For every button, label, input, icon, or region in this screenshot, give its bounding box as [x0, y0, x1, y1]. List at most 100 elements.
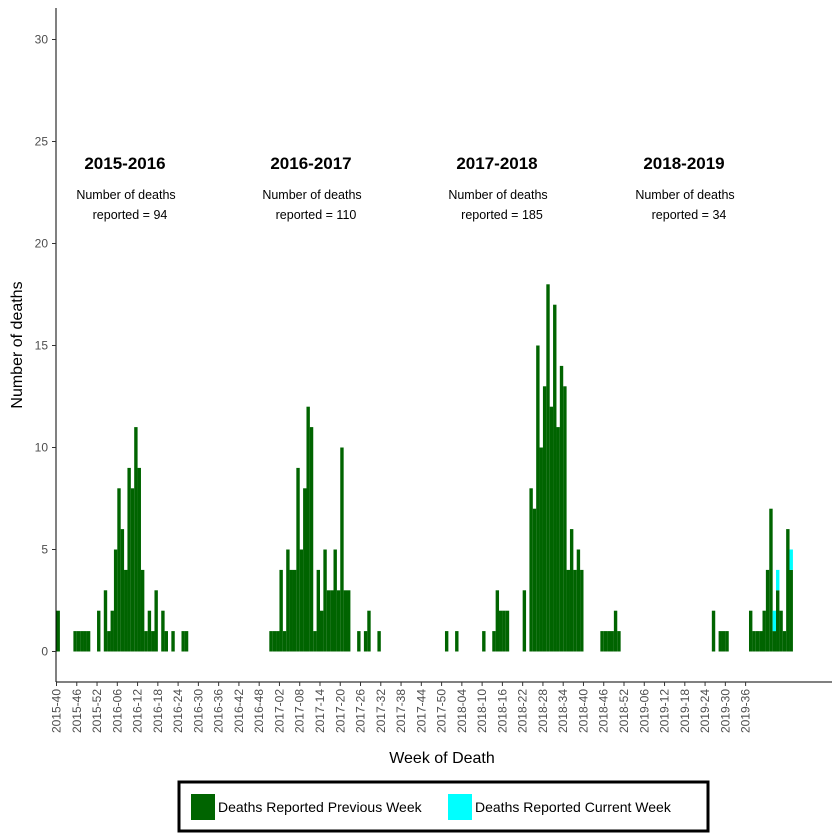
bar-previous-week — [130, 488, 135, 652]
bar-current-week — [789, 549, 793, 570]
bar-previous-week — [330, 590, 334, 652]
bar-previous-week — [97, 610, 101, 652]
x-tick-label: 2016-36 — [212, 689, 226, 733]
x-tick-label: 2018-28 — [536, 689, 550, 733]
bar-previous-week — [549, 406, 554, 652]
bar-previous-week — [343, 590, 348, 652]
bar-previous-week — [755, 631, 760, 652]
bar-previous-week — [154, 590, 158, 652]
bar-previous-week — [272, 631, 277, 652]
y-tick-label: 30 — [35, 33, 49, 47]
legend: Deaths Reported Previous Week Deaths Rep… — [177, 780, 710, 833]
x-tick-label: 2017-14 — [313, 689, 327, 733]
season-title: 2018-2019 — [643, 154, 724, 173]
bar-current-week — [772, 610, 777, 632]
bar-previous-week — [563, 386, 567, 652]
bar-previous-week — [134, 427, 138, 652]
season-note-line2: reported = 110 — [276, 208, 357, 222]
bar-previous-week — [542, 386, 547, 652]
x-tick-label: 2018-40 — [576, 689, 590, 733]
bar-previous-week — [502, 610, 506, 652]
season-note-line2: reported = 34 — [652, 208, 727, 222]
bar-previous-week — [776, 590, 780, 652]
bar-previous-week — [319, 610, 324, 652]
x-tick-label: 2019-36 — [739, 689, 753, 733]
bar-previous-week — [444, 631, 449, 652]
x-tick-label: 2016-30 — [191, 689, 205, 733]
bar-previous-week — [553, 304, 557, 652]
bar-previous-week — [107, 631, 111, 652]
bar-previous-week — [286, 549, 290, 652]
season-note-line1: Number of deaths — [635, 188, 734, 202]
bar-previous-week — [333, 549, 337, 652]
bar-previous-week — [772, 631, 777, 652]
bar-previous-week — [340, 447, 344, 652]
x-tick-label: 2017-50 — [435, 689, 449, 733]
x-tick-label: 2018-04 — [455, 689, 469, 733]
bar-previous-week — [80, 631, 84, 652]
bar-previous-week — [765, 569, 770, 652]
y-tick-label: 20 — [35, 237, 49, 251]
bar-previous-week — [117, 488, 121, 652]
bar-previous-week — [306, 406, 310, 652]
season-note-line1: Number of deaths — [262, 188, 361, 202]
x-tick-label: 2016-06 — [110, 689, 124, 733]
bar-previous-week — [748, 610, 753, 652]
season-note-line2: reported = 185 — [461, 208, 543, 222]
bar-previous-week — [789, 569, 793, 652]
bar-previous-week — [171, 631, 175, 652]
bar-previous-week — [313, 631, 317, 652]
bar-previous-week — [752, 631, 756, 652]
x-tick-label: 2019-24 — [698, 689, 712, 733]
x-tick-label: 2018-10 — [475, 689, 489, 733]
bar-previous-week — [492, 631, 496, 652]
x-tick-label: 2016-24 — [171, 689, 185, 733]
x-tick-label: 2018-34 — [556, 689, 570, 733]
x-tick-label: 2015-52 — [90, 689, 104, 733]
bar-previous-week — [363, 631, 368, 652]
bar-previous-week — [279, 569, 283, 652]
bar-previous-week — [613, 610, 618, 652]
season-note-line1: Number of deaths — [448, 188, 547, 202]
bar-previous-week — [144, 631, 148, 652]
y-tick-label: 5 — [41, 543, 48, 557]
bar-previous-week — [495, 590, 500, 652]
bar-previous-week — [296, 467, 300, 652]
bar-previous-week — [556, 427, 560, 652]
legend-label-previous: Deaths Reported Previous Week — [218, 799, 423, 815]
bar-previous-week — [161, 610, 165, 652]
season-annotations: 2015-2016 Number of deaths reported = 94 20… — [76, 154, 734, 222]
bar-previous-week — [140, 569, 145, 652]
bar-previous-week — [769, 508, 773, 652]
season-note-line2: reported = 94 — [93, 208, 168, 222]
x-tick-label: 2016-48 — [252, 689, 266, 733]
bar-previous-week — [292, 569, 297, 652]
x-tick-label: 2019-06 — [637, 689, 651, 733]
bar-previous-week — [151, 631, 155, 652]
bar-previous-week — [573, 569, 577, 652]
bar-previous-week — [181, 631, 185, 652]
bar-previous-week — [600, 631, 604, 652]
x-tick-label: 2016-18 — [151, 689, 165, 733]
bar-previous-week — [711, 610, 716, 652]
bar-previous-week — [73, 631, 77, 652]
y-tick-label: 10 — [35, 441, 49, 455]
bar-previous-week — [532, 508, 537, 652]
x-tick-label: 2015-46 — [70, 689, 84, 733]
x-tick-label: 2017-20 — [333, 689, 347, 733]
bar-previous-week — [377, 631, 381, 652]
bar-previous-week — [164, 631, 168, 652]
bar-previous-week — [559, 365, 564, 652]
plot-area: 0 5 10 15 20 25 30 2015-40 2015-46 2015-52 2016-0… — [35, 8, 832, 733]
bar-previous-week — [83, 631, 87, 652]
bar-previous-week — [127, 467, 131, 652]
bar-previous-week — [303, 488, 307, 652]
bar-previous-week — [336, 590, 341, 652]
bar-previous-week — [110, 610, 114, 652]
y-tick-label: 15 — [35, 339, 49, 353]
bar-previous-week — [617, 631, 621, 652]
bar-previous-week — [323, 549, 327, 652]
bar-previous-week — [367, 610, 371, 652]
legend-label-current: Deaths Reported Current Week — [475, 799, 672, 815]
y-tick-label: 25 — [35, 135, 49, 149]
